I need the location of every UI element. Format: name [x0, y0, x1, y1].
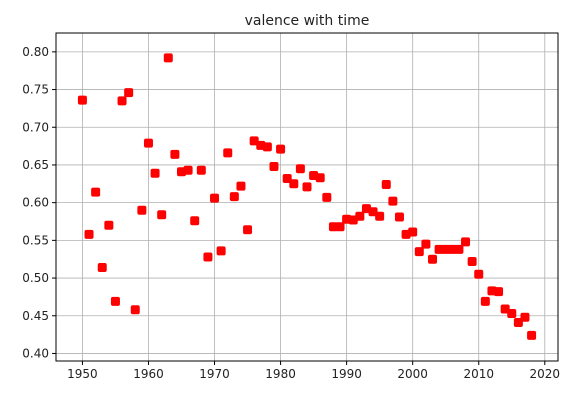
y-tick-label: 0.45 [22, 309, 49, 323]
x-tick-label: 1980 [265, 367, 296, 381]
grid-lines [56, 33, 558, 361]
data-point [520, 312, 530, 322]
x-axis-ticks: 1950 1960 1970 1980 1990 2000 2010 2020 [67, 361, 560, 381]
data-point [408, 227, 418, 237]
data-point [137, 205, 147, 215]
data-point [474, 269, 484, 279]
data-point [461, 237, 471, 247]
data-point [295, 164, 305, 174]
data-point [110, 296, 120, 306]
data-point [183, 165, 193, 175]
data-point [381, 180, 391, 190]
data-point [84, 229, 94, 239]
data-point [117, 96, 127, 106]
data-point [124, 88, 134, 98]
data-point [97, 263, 107, 273]
data-point [143, 138, 153, 148]
data-point [196, 165, 206, 175]
y-tick-label: 0.50 [22, 271, 49, 285]
data-point [335, 222, 345, 232]
data-point [91, 187, 101, 197]
data-point [289, 179, 299, 189]
data-point [157, 210, 167, 220]
data-point [104, 220, 114, 230]
data-point [269, 161, 279, 171]
data-point [388, 196, 398, 206]
data-point [210, 193, 220, 203]
data-point [322, 192, 332, 202]
data-point [302, 182, 312, 192]
y-tick-label: 0.40 [22, 346, 49, 360]
data-point [527, 330, 537, 340]
data-point [507, 308, 517, 318]
data-point [414, 247, 424, 257]
data-point [480, 296, 490, 306]
x-tick-label: 1990 [331, 367, 362, 381]
data-point [229, 192, 239, 202]
data-point [421, 239, 431, 249]
data-point [150, 168, 160, 178]
data-point [375, 211, 385, 221]
data-point [454, 244, 464, 254]
x-tick-label: 2020 [530, 367, 561, 381]
data-point [163, 53, 173, 63]
data-point [190, 216, 200, 226]
data-point [394, 212, 404, 222]
y-tick-label: 0.55 [22, 233, 49, 247]
data-point [130, 305, 140, 315]
plot-frame [55, 32, 559, 362]
chart-title: valence with time [245, 13, 370, 29]
x-tick-label: 1970 [199, 367, 230, 381]
data-point [223, 148, 233, 158]
y-tick-label: 0.60 [22, 196, 49, 210]
data-point [77, 95, 87, 105]
data-points [77, 53, 537, 340]
x-tick-label: 2000 [397, 367, 428, 381]
x-tick-label: 1960 [133, 367, 164, 381]
y-tick-label: 0.70 [22, 120, 49, 134]
data-point [216, 246, 226, 256]
data-point [428, 254, 437, 264]
data-point [355, 211, 365, 221]
x-tick-label: 2010 [463, 367, 494, 381]
data-point [243, 225, 253, 235]
data-point [467, 256, 477, 266]
x-tick-label: 1950 [67, 367, 98, 381]
y-tick-label: 0.75 [22, 83, 49, 97]
data-point [315, 173, 325, 183]
data-point [494, 287, 504, 297]
y-axis-ticks: 0.40 0.45 0.50 0.55 0.60 0.65 0.70 0.75 0.80 [22, 45, 56, 360]
data-point [170, 149, 180, 159]
data-point [236, 181, 246, 191]
data-point [276, 144, 286, 154]
y-tick-label: 0.80 [22, 45, 49, 59]
y-tick-label: 0.65 [22, 158, 49, 172]
data-point [262, 142, 272, 152]
data-point [203, 252, 213, 262]
